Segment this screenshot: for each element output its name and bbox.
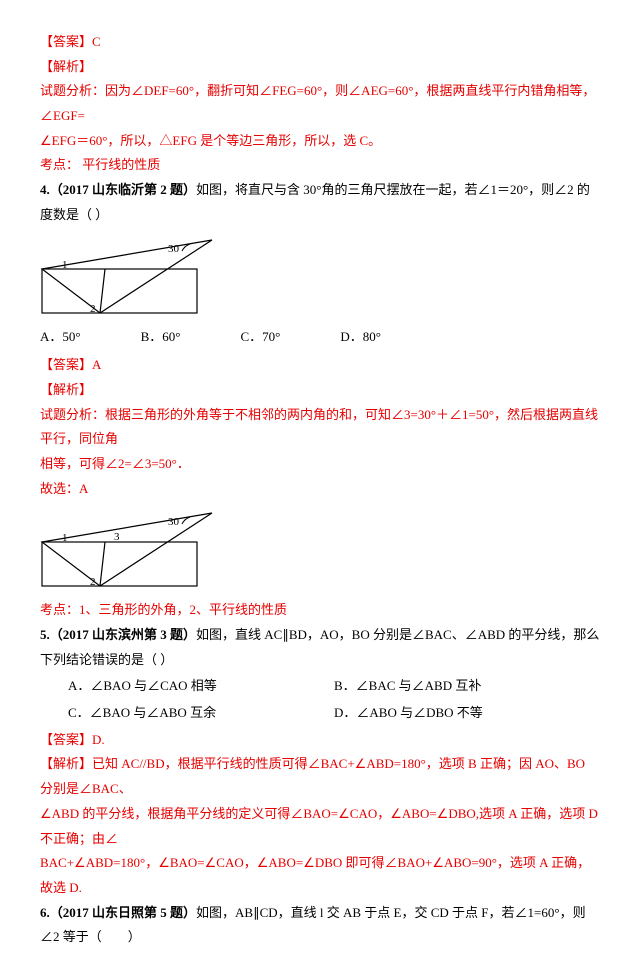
q5-options-row1: A．∠BAO 与∠CAO 相等B．∠BAC 与∠ABD 互补	[40, 674, 600, 699]
figure-q4: 30 1 2	[40, 234, 220, 319]
explain-4-label: 【解析】	[40, 378, 600, 403]
q5-options-row2: C．∠BAO 与∠ABO 互余D．∠ABO 与∠DBO 不等	[40, 701, 600, 726]
question-4: 4.（2017 山东临沂第 2 题）如图，将直尺与含 30°角的三角尺摆放在一起…	[40, 178, 600, 227]
svg-text:3: 3	[114, 531, 120, 543]
explain-4-line3: 故选：A	[40, 477, 600, 502]
explain-4-line1: 试题分析：根据三角形的外角等于不相邻的两内角的和，可知∠3=30°＋∠1=50°…	[40, 403, 600, 452]
explain-4-line2: 相等，可得∠2=∠3=50°．	[40, 452, 600, 477]
explain-5-line2: ∠ABD 的平分线，根据角平分线的定义可得∠BAO=∠CAO，∠ABO=∠DBO…	[40, 802, 600, 851]
explain-5-line3: BAC+∠ABD=180°，∠BAO=∠CAO，∠ABO=∠DBO 即可得∠BA…	[40, 851, 600, 900]
q4-options: A．50° B．60° C．70° D．80°	[40, 325, 600, 350]
explain-3-line1: 试题分析：因为∠DEF=60°，翻折可知∠FEG=60°，则∠AEG=60°，根…	[40, 79, 600, 128]
figure-q4b: 30 1 2 3	[40, 507, 220, 592]
svg-text:2: 2	[90, 303, 96, 315]
question-5: 5.（2017 山东滨州第 3 题）如图，直线 AC∥BD，AO，BO 分别是∠…	[40, 623, 600, 672]
svg-text:1: 1	[62, 259, 68, 271]
keypoint-3: 考点： 平行线的性质	[40, 153, 600, 178]
svg-text:2: 2	[90, 576, 96, 588]
keypoint-4: 考点：1、三角形的外角，2、平行线的性质	[40, 598, 600, 623]
answer-4: 【答案】A	[40, 353, 600, 378]
explain-3-label: 【解析】	[40, 55, 600, 80]
question-6: 6.（2017 山东日照第 5 题）如图，AB∥CD，直线 l 交 AB 于点 …	[40, 901, 600, 950]
svg-text:30: 30	[168, 243, 180, 255]
explain-3-line2: ∠EFG＝60°，所以，△EFG 是个等边三角形，所以，选 C。	[40, 129, 600, 154]
answer-3: 【答案】C	[40, 30, 600, 55]
explain-5: 【解析】已知 AC//BD，根据平行线的性质可得∠BAC+∠ABD=180°，选…	[40, 752, 600, 801]
answer-5: 【答案】D.	[40, 728, 600, 753]
svg-text:1: 1	[62, 532, 68, 544]
svg-text:30: 30	[168, 516, 180, 528]
